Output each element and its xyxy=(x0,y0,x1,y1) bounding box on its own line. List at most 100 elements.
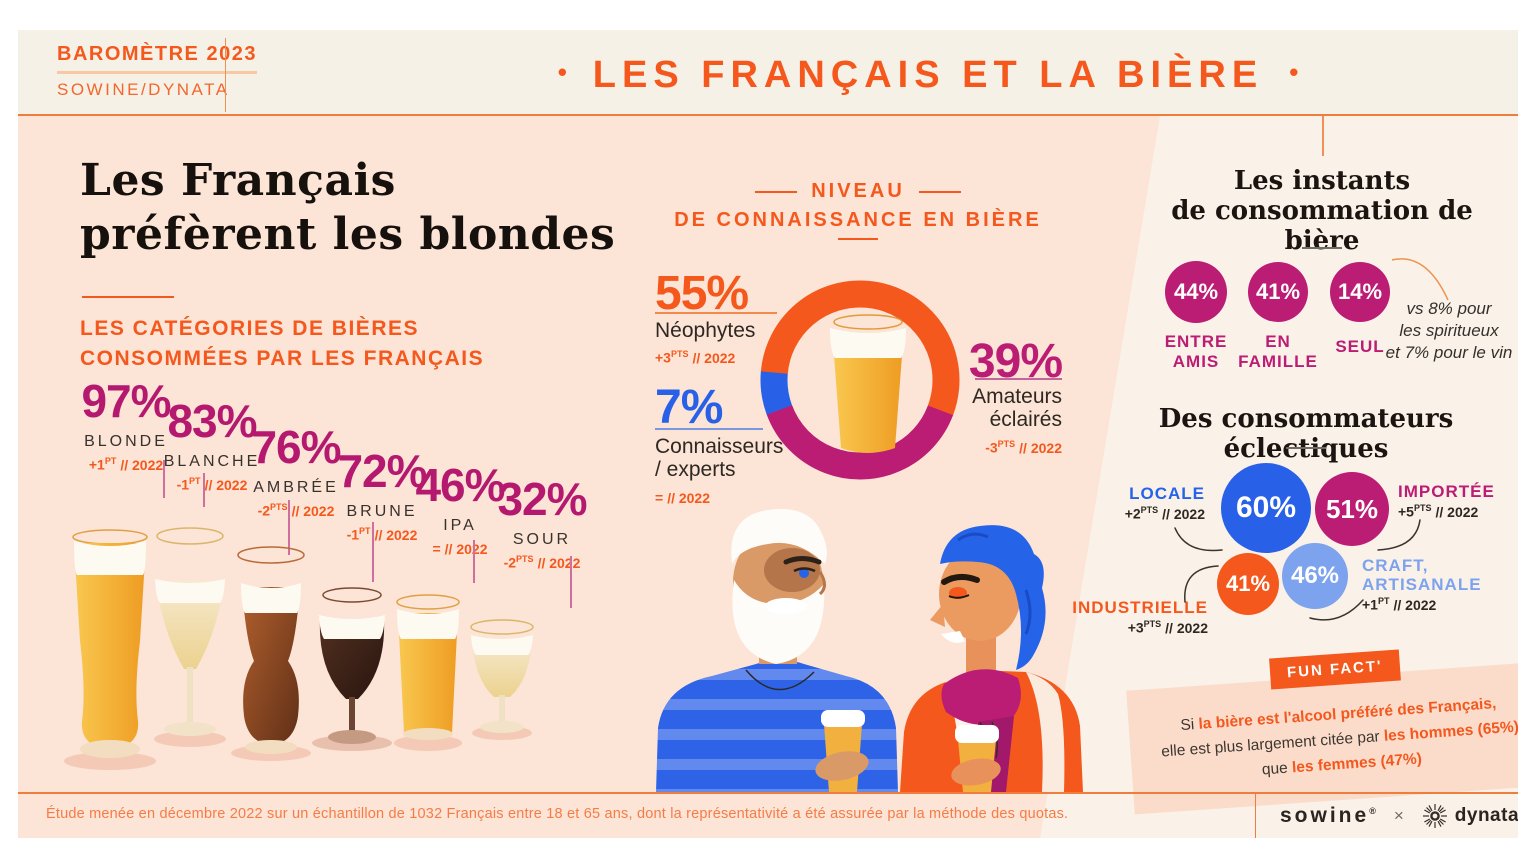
beer-glass-sour xyxy=(470,619,534,733)
amateurs-change: -3PTS// 2022 xyxy=(985,439,1062,456)
neophytes-value: 55% xyxy=(655,267,749,320)
stat-value: 72% xyxy=(337,445,427,497)
importee-label: IMPORTÉE xyxy=(1398,482,1495,501)
craft-change: +1PT// 2022 xyxy=(1362,596,1437,613)
importee-change: +5PTS// 2022 xyxy=(1398,503,1479,520)
stat-value: 76% xyxy=(251,421,341,473)
beer-glass-ipa xyxy=(396,594,460,740)
footer-divider-line xyxy=(18,792,1518,794)
beer-glass-blanche xyxy=(155,527,225,736)
header-divider xyxy=(225,38,226,112)
glass-shadow xyxy=(64,752,156,770)
connector-line xyxy=(570,556,572,608)
stat-label: BLONDE xyxy=(84,433,168,450)
methodology-note: Étude menée en décembre 2022 sur un écha… xyxy=(46,806,1069,822)
en-famille-circle: 41% xyxy=(1248,262,1308,322)
eclectic-title-underline xyxy=(1286,447,1326,449)
connaisseurs-callout-line xyxy=(655,428,763,430)
connaisseurs-label-2: / experts xyxy=(655,458,736,481)
stat-label: BRUNE xyxy=(346,503,418,520)
connector-line xyxy=(203,473,205,507)
connector-line xyxy=(163,460,165,498)
barometre-badge: BAROMÈTRE 2023 SOWINE/DYNATA xyxy=(57,43,257,100)
beer-glass-right-man xyxy=(951,725,1001,792)
industrielle-change: +3PTS// 2022 xyxy=(1127,619,1208,636)
sowine-logo: sowine® xyxy=(1280,804,1376,827)
logo-separator: × xyxy=(1393,806,1404,825)
stat-value: 46% xyxy=(415,459,505,511)
amateurs-label-1: Amateurs xyxy=(972,385,1062,408)
title-dash-left xyxy=(755,190,798,193)
main-canvas: Les Français préfèrent les blondes LES C… xyxy=(18,116,1518,838)
seul-circle: 14% xyxy=(1330,262,1390,322)
connector-line xyxy=(372,522,374,582)
neophytes-callout-line xyxy=(655,312,777,314)
title-dot-right: • xyxy=(1289,57,1299,87)
connaisseurs-label-1: Connaisseurs xyxy=(655,435,784,458)
stat-label: AMBRÉE xyxy=(253,479,339,496)
donut-center-beer-glass xyxy=(830,314,906,453)
neophytes-label: Néophytes xyxy=(655,319,756,342)
footer-logos: sowine® × dynata xyxy=(1280,794,1518,838)
panel-connector-line xyxy=(1322,116,1324,156)
eclectic-connector-arcs xyxy=(1174,519,1421,621)
two-men-drinking-illustration xyxy=(656,509,1083,792)
category-stat-brune: 72% BRUNE -1PT// 2022 xyxy=(316,444,448,543)
stat-change: -1PT// 2022 xyxy=(346,526,418,543)
stat-change: -2PTS// 2022 xyxy=(257,502,335,519)
stat-change: +1PT// 2022 xyxy=(88,456,164,473)
connaisseurs-value: 7% xyxy=(655,381,723,434)
categories-subtitle: LES CATÉGORIES DE BIÈRES CONSOMMÉES PAR … xyxy=(80,317,485,370)
instants-title: Les instants de consommation de bière xyxy=(1171,166,1473,256)
craft-bubble: 46% xyxy=(1282,543,1348,609)
stat-change: -2PTS// 2022 xyxy=(503,554,581,571)
stat-label: SOUR xyxy=(512,531,572,548)
industrielle-label: INDUSTRIELLE xyxy=(1072,598,1208,617)
section-heading-blondes: Les Français préfèrent les blondes xyxy=(80,155,616,260)
stat-value: 97% xyxy=(81,375,171,427)
stat-change: -1PT// 2022 xyxy=(176,476,248,493)
stat-change: =// 2022 xyxy=(432,540,488,557)
instants-note: vs 8% pour les spiritueux et 7% pour le … xyxy=(1385,299,1513,362)
category-stat-blonde: 97% BLONDE +1PT// 2022 xyxy=(60,374,192,473)
title-dash-right xyxy=(918,190,961,193)
connector-line xyxy=(288,500,290,555)
badge-subtitle: SOWINE/DYNATA xyxy=(57,80,230,99)
en-famille-label: EN FAMILLE xyxy=(1238,332,1318,371)
title-dot-left: • xyxy=(557,57,567,87)
stat-value: 83% xyxy=(167,395,257,447)
badge-title: BAROMÈTRE 2023 xyxy=(57,43,257,74)
beer-glass-blonde xyxy=(72,529,148,758)
eclectic-title: Des consommateurs éclectiques xyxy=(1158,404,1454,464)
donut-segment-amateurs xyxy=(760,280,960,480)
man-left xyxy=(656,509,898,792)
locale-label: LOCALE xyxy=(1129,484,1205,503)
locale-change: +2PTS// 2022 xyxy=(1124,505,1205,522)
neophytes-change: +3PTS// 2022 xyxy=(655,349,736,366)
knowledge-donut-chart xyxy=(760,280,960,480)
knowledge-title: NIVEAU DE CONNAISSANCE EN BIÈRE xyxy=(674,180,1042,231)
connaisseurs-change: =// 2022 xyxy=(655,489,711,506)
category-stat-sour: 32% SOUR -2PTS// 2022 xyxy=(476,472,608,571)
heading-underline xyxy=(82,296,174,298)
connector-line xyxy=(473,540,475,583)
beer-glass-ambree xyxy=(237,546,305,754)
category-stat-ambree: 76% AMBRÉE -2PTS// 2022 xyxy=(230,420,362,519)
entre-amis-circle: 44% xyxy=(1165,261,1227,323)
stat-label: BLANCHE xyxy=(163,453,261,470)
craft-label: CRAFT, ARTISANALE xyxy=(1362,556,1482,594)
amateurs-label-2: éclairés xyxy=(989,408,1062,431)
category-stat-ipa: 46% IPA =// 2022 xyxy=(394,458,526,557)
seul-label: SEUL xyxy=(1335,337,1385,356)
category-stat-blanche: 83% BLANCHE -1PT// 2022 xyxy=(146,394,278,493)
page-title: • LES FRANÇAIS ET LA BIÈRE • xyxy=(557,54,1299,96)
instants-title-underline xyxy=(1302,247,1342,249)
locale-bubble: 60% xyxy=(1221,463,1311,553)
beer-glass-left-man xyxy=(815,710,869,792)
stat-label: IPA xyxy=(443,517,477,534)
amateurs-callout-line xyxy=(975,378,1062,380)
donut-segment-neophytes xyxy=(760,280,960,480)
knowledge-title-underline xyxy=(838,238,878,240)
stat-value: 32% xyxy=(497,473,587,525)
